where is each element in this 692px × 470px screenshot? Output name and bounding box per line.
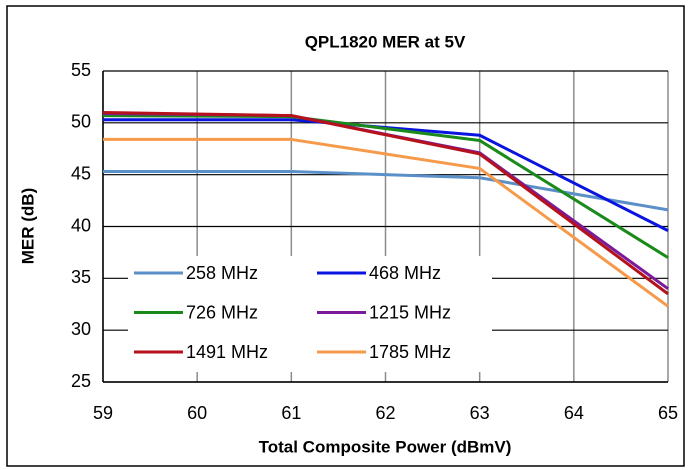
legend: 258 MHz 468 MHz 726 MHz 1215 MHz 1491 MHz 178… [128,256,492,372]
series-line [103,137,669,308]
series-line [102,110,669,296]
y-tick-label: 45 [71,163,91,183]
y-axis-label: MER (dB) [18,188,37,264]
series-line [102,114,669,259]
x-tick-label: 64 [564,403,584,423]
y-tick-label: 50 [71,112,91,132]
x-tick-label: 59 [93,403,113,423]
x-tick-label: 62 [375,403,395,423]
plot-lines [102,110,669,308]
legend-label: 468 MHz [369,263,441,283]
x-tick-label: 63 [470,403,490,423]
x-tick-label: 61 [281,403,301,423]
legend-label: 258 MHz [186,263,258,283]
x-tick-label: 65 [658,403,678,423]
y-tick-label: 35 [71,267,91,287]
y-tick-label: 40 [71,215,91,235]
y-tick-label: 25 [71,371,91,391]
series-line [103,170,669,212]
legend-label: 726 MHz [186,302,258,322]
legend-label: 1215 MHz [369,302,451,322]
x-tick-label: 60 [187,403,207,423]
legend-box [128,256,492,372]
legend-label: 1491 MHz [186,342,268,362]
chart-title: QPL1820 MER at 5V [305,32,466,51]
y-tick-label: 55 [71,60,91,80]
legend-label: 1785 MHz [369,342,451,362]
y-tick-label: 30 [71,319,91,339]
x-axis-label: Total Composite Power (dBmV) [259,437,512,456]
